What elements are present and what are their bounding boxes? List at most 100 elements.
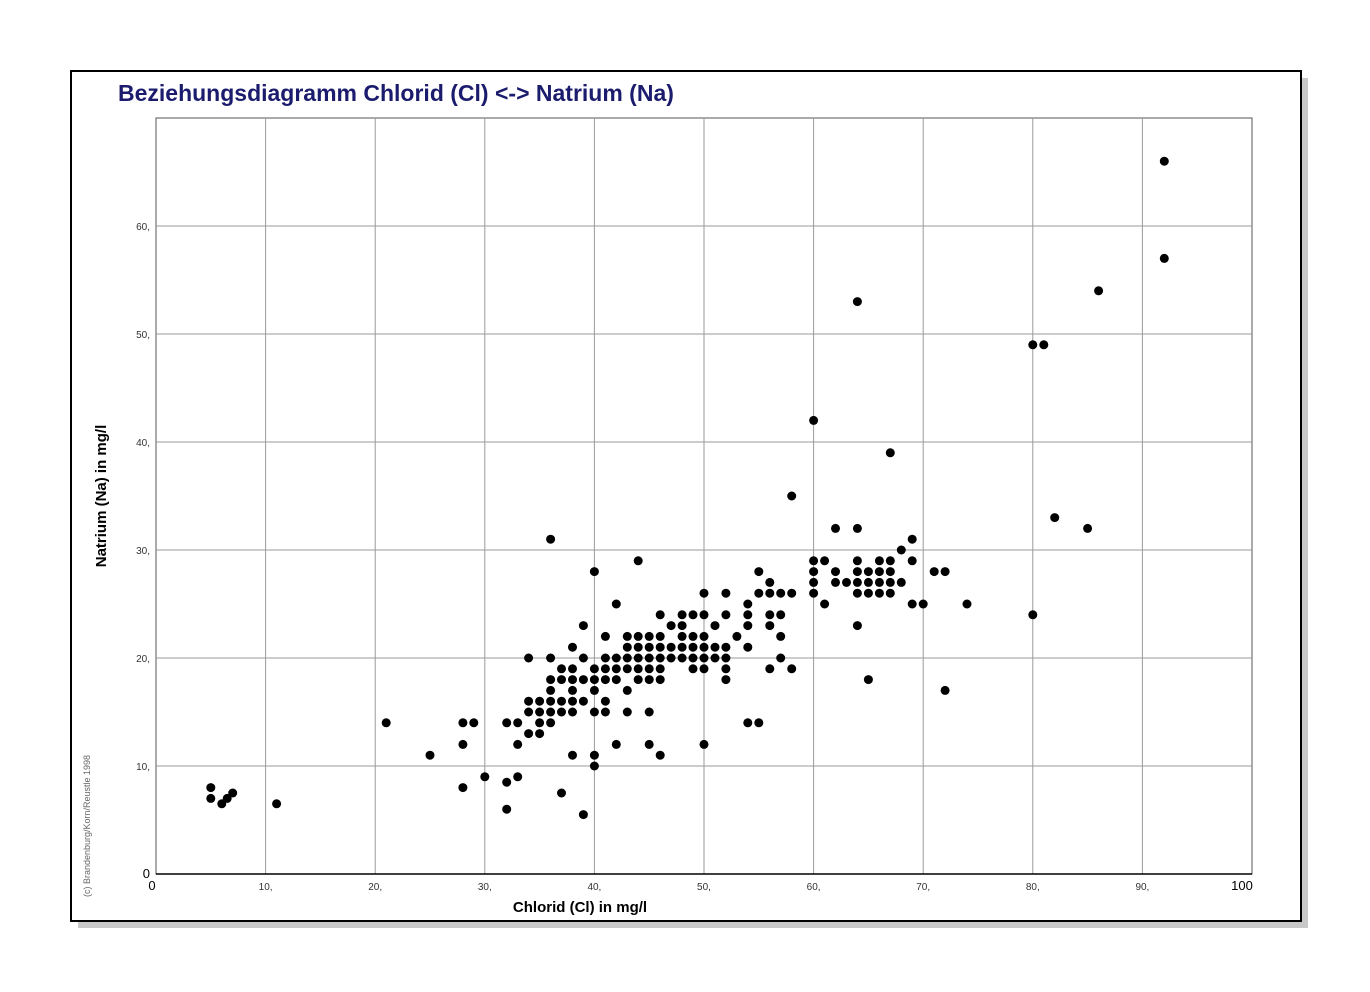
data-point [1159,253,1169,263]
data-point [513,739,523,749]
data-point [907,599,917,609]
data-points [206,156,1169,820]
data-point [546,653,556,663]
data-point [535,696,545,706]
data-point [852,577,862,587]
data-point [688,664,698,674]
data-point [524,696,534,706]
y-tick-label: 0 [143,866,150,881]
data-point [1050,513,1060,523]
data-point [743,718,753,728]
data-point [611,653,621,663]
data-point [765,588,775,598]
data-point [655,750,665,760]
data-point [677,642,687,652]
y-tick-label: 10, [136,762,150,773]
data-point [600,664,610,674]
data-point [502,718,512,728]
data-point [863,567,873,577]
y-tick-label: 50, [136,330,150,341]
data-point [721,610,731,620]
data-point [677,631,687,641]
data-point [513,772,523,782]
data-point [666,653,676,663]
x-tick-label: 70, [916,882,930,893]
data-point [644,739,654,749]
data-point [622,653,632,663]
data-point [743,621,753,631]
data-point [710,653,720,663]
data-point [699,653,709,663]
data-point [962,599,972,609]
data-point [852,556,862,566]
data-point [578,675,588,685]
data-point [809,567,819,577]
data-point [589,567,599,577]
data-point [852,567,862,577]
data-point [611,675,621,685]
credit-text: (c) Brandenburg/Korn/Reustle 1998 [82,755,92,897]
data-point [622,664,632,674]
data-point [809,415,819,425]
data-point [644,631,654,641]
data-point [688,631,698,641]
data-point [852,523,862,533]
data-point [524,653,534,663]
chart-frame [70,70,1302,922]
data-point [633,642,643,652]
data-point [896,577,906,587]
y-tick-label: 30, [136,546,150,557]
data-point [557,696,566,706]
data-point [546,534,556,544]
data-point [1028,610,1038,620]
x-tick-label: 80, [1026,882,1040,893]
data-point [568,642,577,652]
data-point [710,642,720,652]
data-point [677,621,687,631]
data-point [874,588,884,598]
data-point [863,577,873,587]
data-point [776,610,786,620]
data-point [381,718,391,728]
data-point [1083,523,1093,533]
x-tick-label: 100 [1231,878,1253,893]
data-point [743,610,753,620]
x-tick-label: 0 [148,878,155,893]
data-point [754,588,764,598]
data-point [535,707,545,717]
data-point [622,631,632,641]
data-point [874,567,884,577]
y-tick-label: 20, [136,654,150,665]
data-point [677,610,687,620]
data-point [600,675,610,685]
data-point [655,653,665,663]
data-point [896,545,906,555]
data-point [589,675,599,685]
data-point [568,664,577,674]
data-point [458,739,468,749]
data-point [568,696,577,706]
data-point [787,491,797,501]
data-point [874,556,884,566]
data-point [699,739,709,749]
data-point [644,664,654,674]
data-point [743,599,753,609]
data-point [929,567,939,577]
data-point [809,588,819,598]
data-point [633,631,643,641]
data-point [831,567,840,577]
data-point [578,653,588,663]
data-point [513,718,523,728]
data-point [885,577,895,587]
data-point [765,621,775,631]
data-point [699,610,709,620]
data-point [622,685,632,695]
data-point [611,664,621,674]
data-point [578,621,588,631]
data-point [776,631,786,641]
data-point [743,642,753,652]
data-point [776,588,786,598]
data-point [633,653,643,663]
data-point [644,707,654,717]
data-point [885,556,895,566]
